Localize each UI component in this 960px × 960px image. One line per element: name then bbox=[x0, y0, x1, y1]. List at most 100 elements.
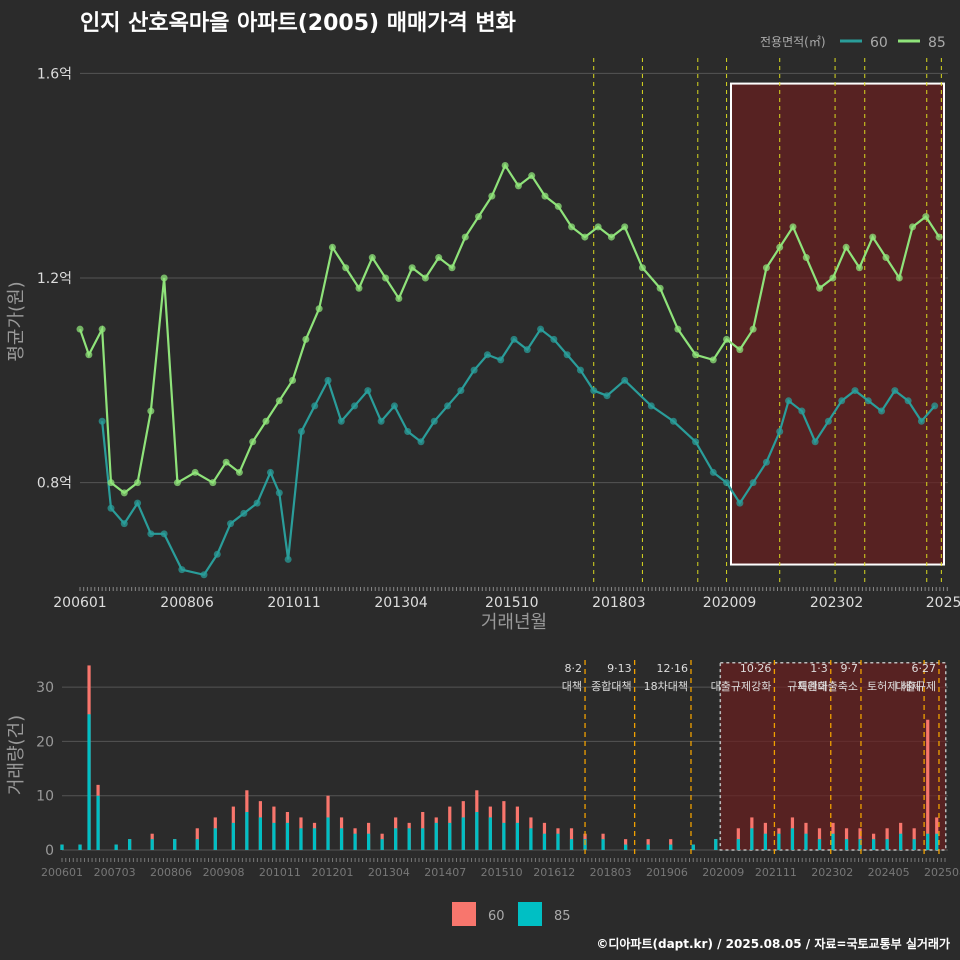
data-point-85 bbox=[656, 284, 664, 292]
data-point-85 bbox=[488, 192, 496, 200]
data-point-85 bbox=[173, 479, 181, 487]
bar-85 bbox=[231, 822, 235, 850]
x-tick-label: 200908 bbox=[203, 866, 245, 879]
bar-85 bbox=[935, 833, 939, 850]
x-tick-label: 202302 bbox=[811, 866, 853, 879]
bar-85 bbox=[367, 833, 371, 850]
bar-85 bbox=[96, 795, 100, 850]
data-point-85 bbox=[776, 243, 784, 251]
data-point-60 bbox=[178, 566, 186, 574]
bar-60 bbox=[926, 719, 930, 850]
data-point-85 bbox=[191, 468, 199, 476]
bar-85 bbox=[858, 839, 862, 850]
x-tick-label: 2025 bbox=[926, 595, 960, 611]
data-point-85 bbox=[160, 274, 168, 282]
data-point-85 bbox=[289, 376, 297, 384]
bar-85 bbox=[128, 839, 132, 850]
data-point-85 bbox=[554, 202, 562, 210]
policy-name-label: 특례대출축소 bbox=[797, 680, 858, 693]
x-tick-label: 201201 bbox=[312, 866, 354, 879]
data-point-85 bbox=[355, 284, 363, 292]
data-point-60 bbox=[762, 458, 770, 466]
bar-85 bbox=[312, 828, 317, 850]
bar-85 bbox=[421, 828, 425, 850]
data-point-60 bbox=[723, 479, 731, 487]
volume-panel: 0 10 20 30 8·2 대책 9·13 종합대책 12·16 18차대책 10·26 대출규제강… bbox=[6, 660, 960, 879]
y-axis-title: 거래량(건) bbox=[6, 715, 27, 795]
bar-85 bbox=[87, 714, 91, 850]
bar-85 bbox=[831, 833, 835, 850]
bar-85 bbox=[926, 833, 930, 850]
legend-title: 전용면적(㎡) bbox=[760, 35, 826, 49]
data-point-85 bbox=[541, 192, 549, 200]
bar-85 bbox=[777, 833, 781, 850]
data-point-85 bbox=[107, 479, 115, 487]
data-point-85 bbox=[408, 264, 416, 272]
bar-85 bbox=[691, 844, 695, 850]
data-point-60 bbox=[134, 499, 142, 507]
data-point-85 bbox=[302, 335, 310, 343]
bar-85 bbox=[78, 844, 82, 850]
bar-85 bbox=[394, 828, 398, 850]
x-tick-label: 201304 bbox=[374, 595, 428, 611]
bar-60 bbox=[195, 828, 199, 850]
highlight-box bbox=[719, 661, 947, 851]
bar-85 bbox=[285, 822, 290, 850]
bar-85 bbox=[646, 844, 650, 850]
x-tick-label: 200703 bbox=[94, 866, 136, 879]
data-point-85 bbox=[475, 213, 483, 221]
x-axis-title: 거래년월 bbox=[481, 612, 547, 633]
policy-name-label: 대출규제 bbox=[895, 680, 935, 693]
data-point-60 bbox=[576, 366, 584, 374]
data-point-60 bbox=[692, 438, 700, 446]
data-point-60 bbox=[550, 335, 558, 343]
policy-name-label: 규제완화 bbox=[787, 680, 827, 693]
policy-date-label: 1·3 bbox=[810, 662, 828, 675]
x-tick-label: 201803 bbox=[590, 866, 632, 879]
data-point-60 bbox=[709, 468, 717, 476]
bar-85 bbox=[714, 839, 718, 850]
bar-85 bbox=[790, 828, 795, 850]
bar-85 bbox=[736, 839, 740, 850]
legend-label-60: 60 bbox=[488, 909, 505, 924]
bar-85 bbox=[339, 828, 344, 850]
data-point-85 bbox=[134, 479, 142, 487]
bar-60 bbox=[736, 828, 740, 850]
legend-swatch-85 bbox=[518, 902, 542, 926]
data-point-85 bbox=[855, 264, 863, 272]
data-point-60 bbox=[457, 387, 465, 395]
data-point-85 bbox=[869, 233, 877, 241]
data-point-60 bbox=[749, 479, 757, 487]
data-point-85 bbox=[723, 335, 731, 343]
bar-60 bbox=[569, 828, 574, 850]
data-point-85 bbox=[222, 458, 230, 466]
data-point-85 bbox=[829, 274, 837, 282]
x-tick-label: 201906 bbox=[646, 866, 688, 879]
data-point-60 bbox=[444, 402, 452, 410]
policy-name-label: 대출규제강화 bbox=[711, 680, 772, 693]
y-tick-label: 0 bbox=[45, 843, 54, 859]
bar-85 bbox=[114, 844, 118, 850]
bar-60 bbox=[844, 828, 849, 850]
bar-85 bbox=[763, 833, 767, 850]
data-point-85 bbox=[638, 264, 646, 272]
bar-85 bbox=[817, 839, 822, 850]
legend-swatch-60 bbox=[452, 902, 476, 926]
bar-85 bbox=[750, 828, 754, 850]
x-tick-label: 201304 bbox=[368, 866, 410, 879]
y-tick-label: 0.8억 bbox=[37, 476, 72, 492]
data-point-60 bbox=[351, 402, 359, 410]
x-tick-label: 201612 bbox=[533, 866, 575, 879]
bar-85 bbox=[872, 839, 876, 850]
data-point-60 bbox=[785, 397, 793, 405]
data-point-60 bbox=[470, 366, 478, 374]
data-point-60 bbox=[864, 397, 872, 405]
data-point-85 bbox=[435, 254, 443, 262]
bar-85 bbox=[326, 817, 330, 850]
data-point-60 bbox=[213, 550, 221, 558]
data-point-85 bbox=[709, 356, 717, 364]
data-point-60 bbox=[483, 351, 491, 359]
data-point-60 bbox=[878, 407, 886, 415]
y-tick-label: 1.2억 bbox=[37, 271, 72, 287]
data-point-85 bbox=[235, 468, 243, 476]
